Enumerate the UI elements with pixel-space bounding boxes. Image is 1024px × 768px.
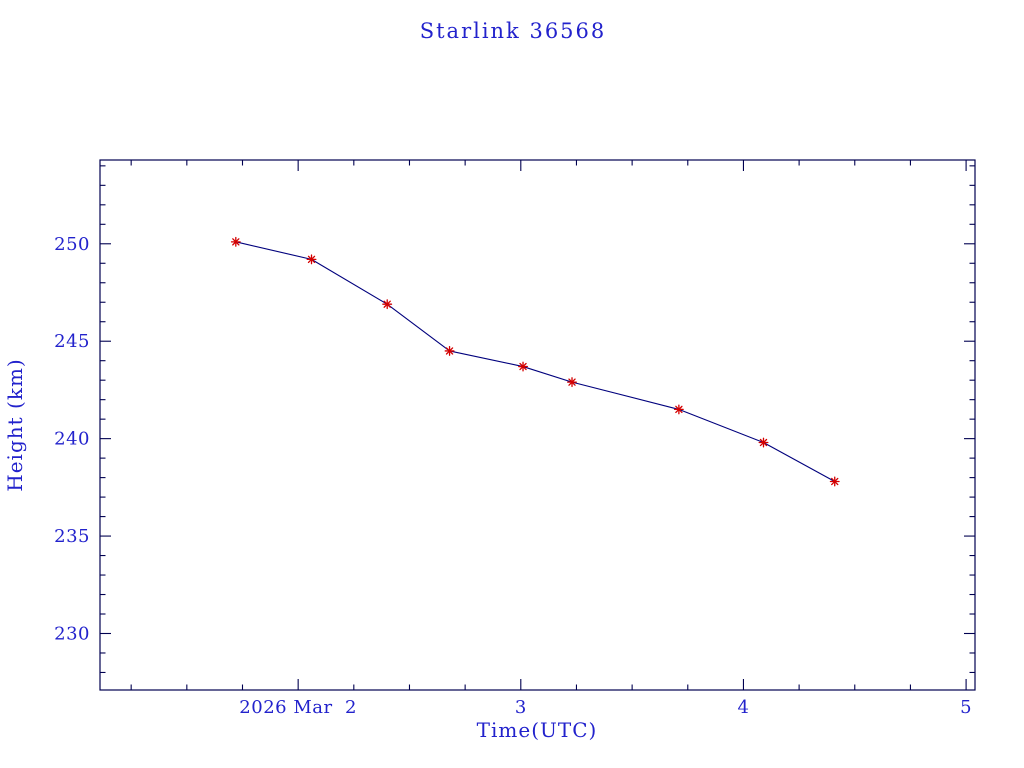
x-tick-label: 3: [515, 697, 527, 718]
data-point-marker: [382, 299, 393, 310]
x-tick-label: 5: [960, 697, 972, 718]
marker-stroke: [232, 238, 240, 246]
data-point-marker: [444, 346, 455, 356]
y-tick-label: 230: [54, 623, 90, 644]
y-tick-label: 250: [54, 234, 90, 255]
data-point-marker: [758, 437, 769, 448]
data-point-marker: [230, 236, 241, 247]
data-point-marker: [829, 476, 840, 487]
marker-stroke: [759, 438, 768, 447]
data-point-marker: [673, 404, 684, 415]
marker-stroke: [445, 347, 454, 355]
chart-title: Starlink 36568: [420, 19, 607, 43]
plot-frame: [99, 159, 976, 691]
marker-stroke: [675, 405, 683, 414]
x-axis-label: Time(UTC): [477, 718, 598, 742]
y-tick-label: 245: [54, 331, 90, 352]
data-point-marker: [306, 254, 317, 265]
marker-stroke: [383, 300, 391, 308]
height-trend-line: [235, 241, 835, 482]
y-tick-label: 240: [54, 429, 90, 450]
marker-stroke: [519, 362, 527, 371]
y-tick-label: 235: [54, 526, 90, 547]
marker-stroke: [568, 378, 576, 386]
marker-stroke: [307, 255, 316, 264]
plot-area: 2026 Mar 2 3 4 5 230 235 240 245 250: [54, 159, 976, 718]
x-tick-label: 4: [737, 697, 749, 718]
y-axis-label: Height (km): [3, 358, 27, 491]
data-point-marker: [567, 377, 577, 388]
x-tick-label: 2026 Mar 2: [239, 697, 357, 718]
marker-stroke: [831, 477, 839, 486]
data-point-marker: [518, 361, 528, 372]
